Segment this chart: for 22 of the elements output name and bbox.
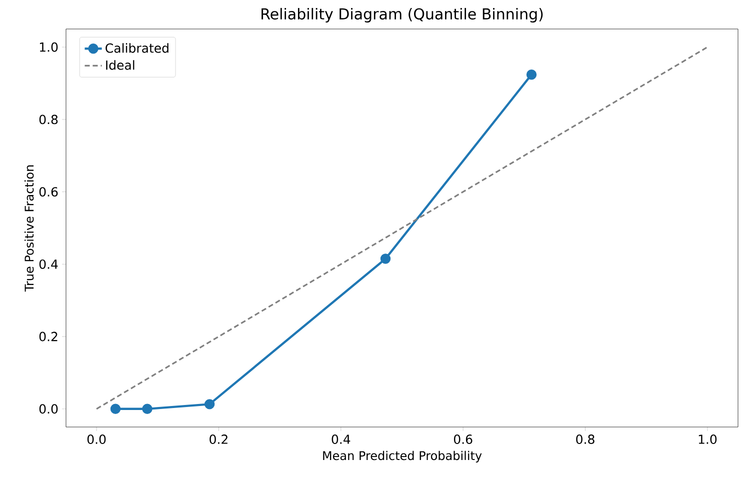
x-tick-label: 0.8 xyxy=(576,434,594,444)
point xyxy=(204,399,215,410)
legend-label: Calibrated xyxy=(106,43,168,53)
y-tick-label: 0.4 xyxy=(39,259,58,269)
y-tick-label: 0.6 xyxy=(39,187,58,197)
chart-title: Reliability Diagram (Quantile Binning) xyxy=(262,8,543,22)
y-tick-label: 0.0 xyxy=(39,404,58,414)
y-axis-title: True Positive Fraction xyxy=(24,165,34,292)
point xyxy=(526,69,537,80)
x-tick-label: 0.2 xyxy=(210,434,228,444)
x-tick-label: 0.6 xyxy=(454,434,472,444)
x-tick-label: 0.4 xyxy=(332,434,350,444)
y-tick-label: 1.0 xyxy=(40,42,58,52)
x-tick-label: 1.0 xyxy=(698,434,717,444)
y-tick-label: 0.8 xyxy=(39,114,58,124)
legend-label: Ideal xyxy=(106,60,134,70)
y-tick-label: 0.2 xyxy=(39,332,58,342)
x-tick-label: 0.0 xyxy=(87,434,106,444)
point xyxy=(110,404,121,414)
point xyxy=(380,254,391,264)
point xyxy=(142,404,152,414)
x-axis-title: Mean Predicted Probability xyxy=(323,450,482,462)
